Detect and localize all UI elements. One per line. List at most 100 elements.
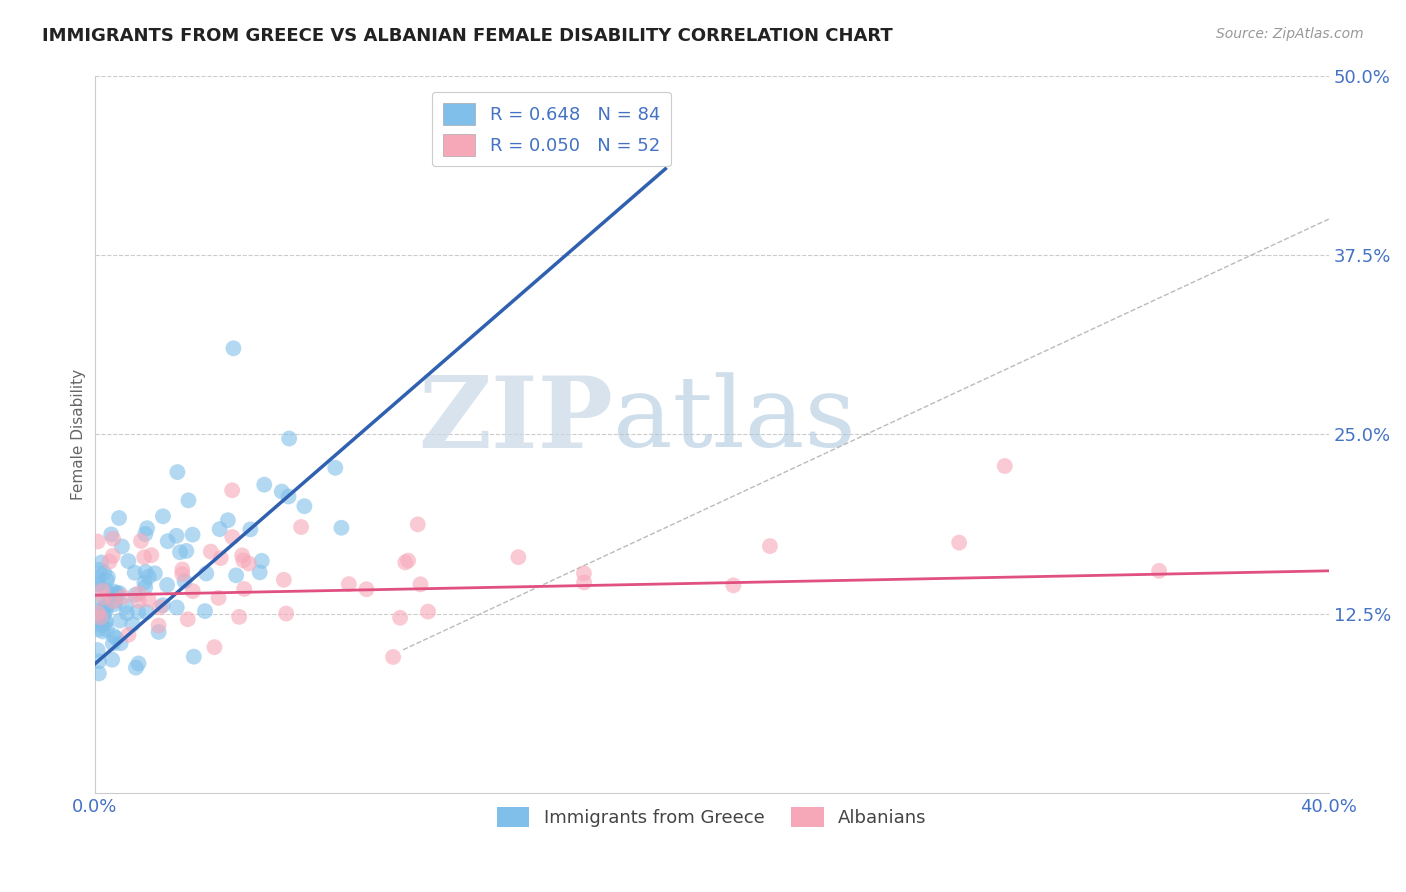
Point: [108, 614, 131, 628]
Point: [181, 527, 204, 541]
Point: [93, 566, 115, 580]
Point: [138, 570, 160, 584]
Point: [1147, 564, 1170, 578]
Point: [225, 568, 247, 582]
Point: [723, 578, 745, 592]
Text: atlas: atlas: [613, 372, 856, 468]
Point: [89, 615, 111, 630]
Point: [181, 584, 204, 599]
Point: [231, 549, 253, 563]
Point: [156, 534, 179, 549]
Point: [87, 594, 110, 608]
Point: [416, 605, 439, 619]
Point: [104, 597, 127, 611]
Point: [389, 611, 412, 625]
Point: [87, 654, 110, 668]
Point: [238, 557, 260, 571]
Point: [209, 551, 232, 566]
Point: [96, 623, 118, 637]
Point: [110, 636, 132, 650]
Point: [204, 640, 226, 655]
Point: [232, 553, 254, 567]
Point: [222, 341, 245, 355]
Point: [101, 653, 124, 667]
Point: [86, 534, 108, 549]
Point: [86, 571, 108, 585]
Point: [104, 587, 127, 601]
Point: [994, 458, 1017, 473]
Point: [183, 649, 205, 664]
Point: [86, 643, 108, 657]
Point: [134, 527, 156, 541]
Point: [356, 582, 378, 597]
Point: [166, 465, 188, 479]
Point: [101, 549, 124, 563]
Point: [128, 594, 150, 608]
Point: [382, 650, 405, 665]
Point: [166, 529, 188, 543]
Point: [143, 566, 166, 581]
Point: [396, 553, 419, 567]
Point: [94, 615, 117, 630]
Point: [87, 577, 110, 591]
Point: [128, 586, 150, 600]
Point: [90, 556, 112, 570]
Point: [172, 567, 194, 582]
Point: [270, 484, 292, 499]
Point: [172, 562, 194, 576]
Point: [177, 612, 200, 626]
Point: [115, 606, 138, 620]
Point: [200, 544, 222, 558]
Point: [125, 661, 148, 675]
Legend: Immigrants from Greece, Albanians: Immigrants from Greece, Albanians: [489, 800, 934, 835]
Point: [91, 600, 114, 615]
Point: [117, 554, 139, 568]
Point: [103, 594, 125, 608]
Point: [97, 570, 120, 584]
Point: [233, 582, 256, 596]
Point: [96, 584, 118, 599]
Point: [292, 500, 315, 514]
Point: [138, 592, 160, 607]
Point: [948, 535, 970, 549]
Point: [108, 511, 131, 525]
Point: [96, 574, 118, 588]
Point: [86, 606, 108, 620]
Point: [94, 615, 117, 629]
Point: [91, 583, 114, 598]
Point: [101, 532, 124, 546]
Point: [91, 624, 114, 639]
Point: [104, 594, 127, 608]
Point: [112, 590, 135, 604]
Point: [195, 566, 218, 581]
Point: [128, 657, 150, 671]
Point: [135, 565, 157, 579]
Point: [101, 636, 124, 650]
Text: ZIP: ZIP: [418, 372, 613, 468]
Point: [228, 610, 250, 624]
Point: [250, 554, 273, 568]
Point: [98, 555, 121, 569]
Point: [124, 588, 146, 602]
Point: [94, 604, 117, 618]
Point: [221, 530, 243, 544]
Point: [89, 610, 111, 624]
Point: [103, 584, 125, 599]
Point: [105, 632, 128, 646]
Point: [152, 599, 174, 613]
Point: [323, 460, 346, 475]
Point: [194, 604, 217, 618]
Point: [148, 618, 170, 632]
Text: Source: ZipAtlas.com: Source: ZipAtlas.com: [1216, 27, 1364, 41]
Point: [89, 563, 111, 577]
Point: [103, 629, 125, 643]
Point: [508, 550, 530, 565]
Point: [100, 527, 122, 541]
Point: [394, 556, 416, 570]
Point: [93, 591, 115, 605]
Point: [87, 623, 110, 637]
Point: [173, 574, 195, 589]
Point: [124, 566, 146, 580]
Point: [290, 520, 312, 534]
Point: [141, 548, 163, 562]
